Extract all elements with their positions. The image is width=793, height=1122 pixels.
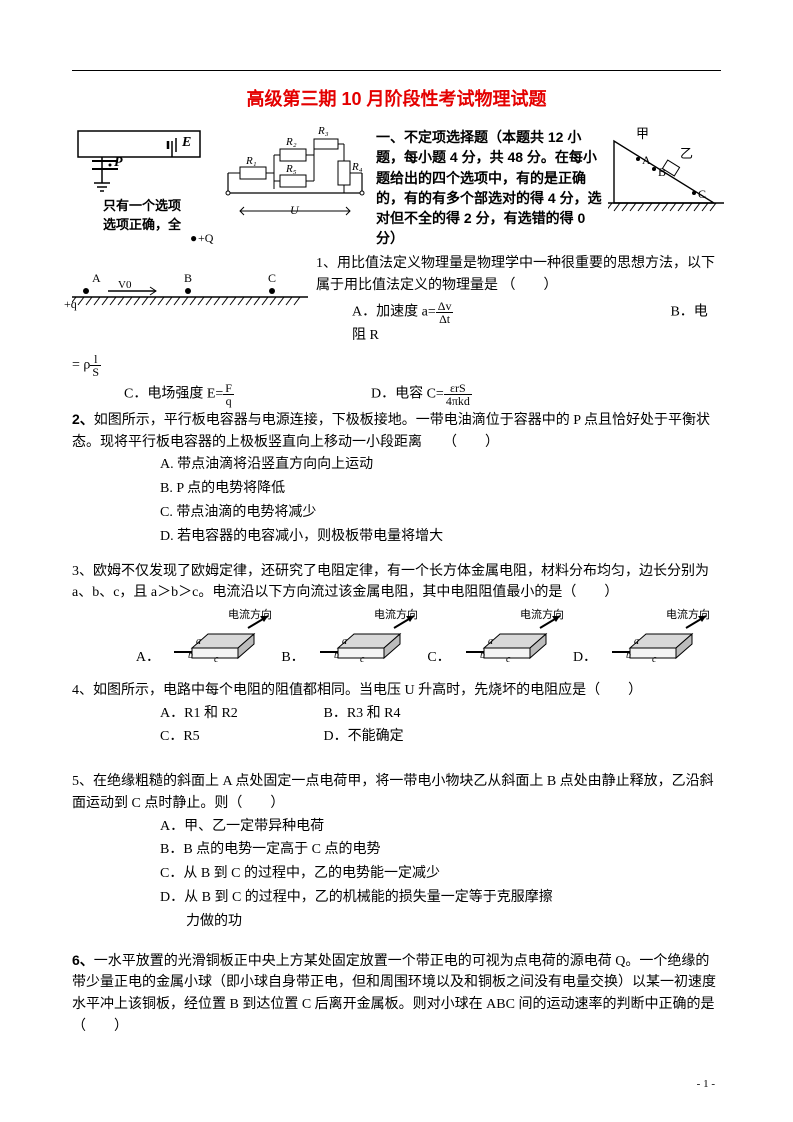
lbl-yi: 乙	[680, 143, 693, 162]
q1-eq-den: S	[90, 366, 101, 378]
q2-optB: B. P 点的电势将降低	[160, 477, 721, 501]
only-one-caption-1: 只有一个选项	[72, 195, 212, 214]
label-E: E	[182, 135, 191, 151]
svg-text:c: c	[652, 654, 657, 665]
top-rule	[72, 70, 721, 71]
svg-text:a: a	[634, 636, 639, 647]
lbl-R3: R₃	[318, 125, 329, 137]
q1-text: 1、用比值法定义物理量是物理学中一种很重要的思想方法，以下属于用比值法定义的物理…	[316, 253, 721, 296]
svg-text:c: c	[506, 654, 511, 665]
lbl-R1: R₁	[246, 155, 257, 167]
lbl-B-inc: B	[658, 165, 666, 180]
page-number: - 1 -	[697, 1078, 715, 1090]
svg-text:c: c	[360, 654, 365, 665]
lbl-R2: R₂	[286, 136, 297, 148]
lbl-A-inc: A	[642, 153, 651, 168]
q3-C: C．	[422, 646, 456, 666]
q3-text: 3、欧姆不仅发现了欧姆定律，还研究了电阻定律，有一个长方体金属电阻，材料分布均匀…	[72, 561, 721, 604]
q2-lead: 2、	[72, 411, 94, 427]
q1-optA-prefix: A．加速度 a=	[352, 305, 436, 320]
q2-optA: A. 带点油滴将沿竖直方向向上运动	[160, 453, 721, 477]
figure-row: P E 只有一个选项 选项正确，全	[72, 127, 721, 247]
lbl-q: +q	[64, 297, 77, 312]
q3-D: D．	[568, 646, 602, 666]
lbl-A-rail: A	[92, 271, 101, 286]
q4-B: B．R3 和 R4	[324, 706, 401, 721]
q1A-den: Δt	[436, 313, 454, 325]
lbl-B-rail: B	[184, 271, 192, 286]
lbl-Q: +Q	[198, 231, 213, 246]
svg-text:b: b	[480, 650, 485, 661]
q5-D2: 力做的功	[186, 910, 721, 934]
lbl-V0: V0	[118, 279, 131, 291]
svg-text:a: a	[342, 636, 347, 647]
q3-B: B．	[276, 646, 310, 666]
q4-C: C．R5	[160, 725, 320, 749]
section-heading: 一、不定项选择题（本题共 12 小题，每小题 4 分，共 48 分。在每小题给出…	[376, 127, 606, 249]
q5-text: 5、在绝缘粗糙的斜面上 A 点处固定一点电荷甲，将一带电小物块乙从斜面上 B 点…	[72, 771, 721, 814]
q1-eq-pre: = ρ	[72, 358, 90, 373]
q3-options-row: A． 电流方向 a b c B． 电流方向 a b c C． 电流方向 a	[72, 608, 721, 666]
q3-figD: 电流方向 a b c	[606, 608, 710, 666]
lbl-C-rail: C	[268, 271, 276, 286]
q5-D: D．从 B 到 C 的过程中，乙的机械能的损失量一定等于克服摩擦	[160, 886, 721, 910]
svg-text:b: b	[334, 650, 339, 661]
lbl-U: U	[290, 203, 299, 218]
svg-text:电流方向: 电流方向	[374, 608, 418, 621]
svg-text:b: b	[188, 650, 193, 661]
q6-lead: 6、	[72, 952, 94, 968]
q1D-den: 4πkd	[444, 395, 472, 407]
q5-C: C．从 B 到 C 的过程中，乙的电势能一定减少	[160, 862, 721, 886]
q3-figC: 电流方向 a b c	[460, 608, 564, 666]
svg-text:电流方向: 电流方向	[666, 608, 710, 621]
lbl-R5: R₅	[286, 163, 297, 175]
q1-optD: D．电容 C=	[371, 387, 444, 402]
svg-text:a: a	[196, 636, 201, 647]
lbl-C-inc: C	[698, 187, 706, 202]
q2-optC: C. 带点油滴的电势将减少	[160, 501, 721, 525]
q1C-den: q	[223, 395, 234, 407]
label-P: P	[114, 155, 123, 171]
svg-text:c: c	[214, 654, 219, 665]
svg-text:电流方向: 电流方向	[520, 608, 564, 621]
q1-optC: C．电场强度 E=	[124, 387, 223, 402]
q4-D: D．不能确定	[324, 729, 404, 744]
lbl-jia: 甲	[636, 123, 649, 142]
page-title: 高级第三期 10 月阶段性考试物理试题	[72, 85, 721, 111]
q4-A: A．R1 和 R2	[160, 702, 320, 726]
q4-text: 4、如图所示，电路中每个电阻的阻值都相同。当电压 U 升高时，先烧坏的电阻应是（…	[72, 680, 721, 702]
q3-A: A．	[72, 646, 164, 666]
svg-text:b: b	[626, 650, 631, 661]
q2-text: 如图所示，平行板电容器与电源连接，下极板接地。一带电油滴位于容器中的 P 点且恰…	[72, 413, 710, 450]
svg-text:电流方向: 电流方向	[228, 608, 272, 621]
q6-text: 一水平放置的光滑铜板正中央上方某处固定放置一个带正电的可视为点电荷的源电荷 Q。…	[72, 954, 793, 1034]
q5-B: B．B 点的电势一定高于 C 点的电势	[160, 838, 721, 862]
svg-text:a: a	[488, 636, 493, 647]
q2-optD: D. 若电容器的电容减小，则极板带电量将增大	[160, 525, 721, 549]
q3-figB: 电流方向 a b c	[314, 608, 418, 666]
q5-A: A．甲、乙一定带异种电荷	[160, 815, 721, 839]
lbl-R4: R₄	[352, 161, 363, 173]
q3-figA: 电流方向 a b c	[168, 608, 272, 666]
